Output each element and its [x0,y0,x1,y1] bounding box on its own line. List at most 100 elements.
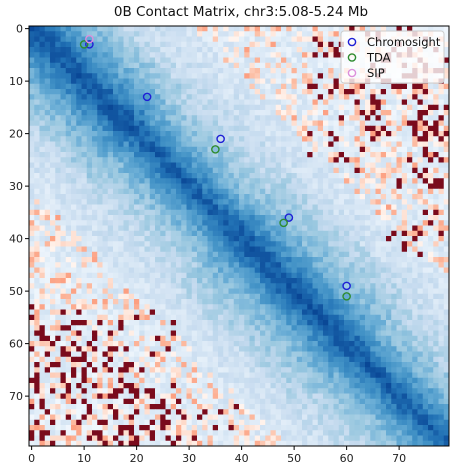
heatmap-cell [333,73,340,79]
heatmap-cell [443,188,450,195]
heatmap-cell [370,330,376,337]
heatmap-cell [443,346,450,352]
heatmap-cell [302,131,308,137]
heatmap-cell [44,68,51,74]
heatmap-cell [181,99,187,106]
heatmap-cell [338,257,345,263]
heatmap-cell [244,320,250,326]
heatmap-cell [344,230,350,237]
heatmap-cell [281,110,287,116]
heatmap-cell [71,152,77,158]
heatmap-cell [76,278,82,284]
heatmap-cell [55,78,61,85]
heatmap-cell [81,246,88,253]
heatmap-cell [228,152,235,158]
heatmap-cell [228,304,235,310]
heatmap-cell [212,120,219,127]
heatmap-cell [270,278,277,284]
heatmap-cell [302,220,308,226]
heatmap-cell [239,278,245,284]
heatmap-cell [191,141,198,148]
heatmap-cell [359,241,366,247]
heatmap-cell [422,110,429,116]
heatmap-cell [34,162,40,169]
heatmap-cell [107,267,114,274]
heatmap-cell [396,330,403,337]
heatmap-cell [233,157,240,163]
heatmap-cell [249,115,256,121]
heatmap-cell [102,104,109,111]
heatmap-cell [149,78,156,85]
heatmap-cell [202,241,208,247]
heatmap-cell [407,99,413,106]
heatmap-cell [386,293,392,300]
heatmap-cell [443,278,450,284]
heatmap-cell [275,241,282,247]
heatmap-cell [396,293,403,300]
heatmap-cell [60,257,67,263]
heatmap-cell [307,215,313,221]
heatmap-cell [86,115,93,121]
heatmap-cell [60,78,67,85]
heatmap-cell [328,262,334,268]
heatmap-cell [170,346,177,352]
heatmap-cell [244,325,250,331]
heatmap-cell [254,309,261,316]
heatmap-cell [39,73,46,79]
heatmap-cell [407,120,413,127]
heatmap-cell [202,78,208,85]
heatmap-cell [249,83,256,90]
heatmap-cell [438,162,445,169]
heatmap-cell [302,178,308,184]
heatmap-cell [317,104,324,111]
heatmap-cell [260,230,266,237]
heatmap-cell [307,262,313,268]
heatmap-cell [328,157,334,163]
heatmap-cell [307,325,313,331]
heatmap-cell [197,209,203,216]
heatmap-cell [128,120,135,127]
heatmap-cell [113,78,119,85]
heatmap-cell [317,346,324,352]
heatmap-cell [50,57,56,64]
heatmap-cell [422,341,429,347]
heatmap-cell [365,241,371,247]
heatmap-cell [296,178,303,184]
heatmap-cell [97,314,103,321]
heatmap-cell [349,188,355,195]
heatmap-cell [197,246,203,253]
heatmap-cell [286,120,292,127]
heatmap-cell [233,57,240,64]
heatmap-cell [349,146,355,153]
heatmap-cell [443,325,450,331]
heatmap-cell [233,173,240,179]
heatmap-cell [265,299,271,305]
heatmap-cell [76,94,82,100]
heatmap-cell [428,251,434,258]
heatmap-cell [228,246,235,253]
heatmap-cell [92,346,98,352]
heatmap-cell [197,99,203,106]
heatmap-cell [160,309,166,316]
heatmap-cell [202,225,208,232]
heatmap-cell [312,293,319,300]
heatmap-cell [123,204,130,211]
heatmap-cell [328,188,334,195]
heatmap-cell [60,215,67,221]
heatmap-cell [302,36,308,43]
heatmap-cell [239,272,245,279]
heatmap-cell [391,262,397,268]
heatmap-cell [144,57,151,64]
heatmap-cell [139,167,145,174]
heatmap-cell [170,167,177,174]
heatmap-cell [149,257,156,263]
heatmap-cell [407,83,413,90]
heatmap-cell [92,47,98,53]
heatmap-cell [202,204,208,211]
heatmap-cell [386,125,392,132]
heatmap-cell [244,236,250,242]
heatmap-cell [317,262,324,268]
heatmap-cell [50,314,56,321]
heatmap-cell [170,320,177,326]
heatmap-cell [97,146,103,153]
